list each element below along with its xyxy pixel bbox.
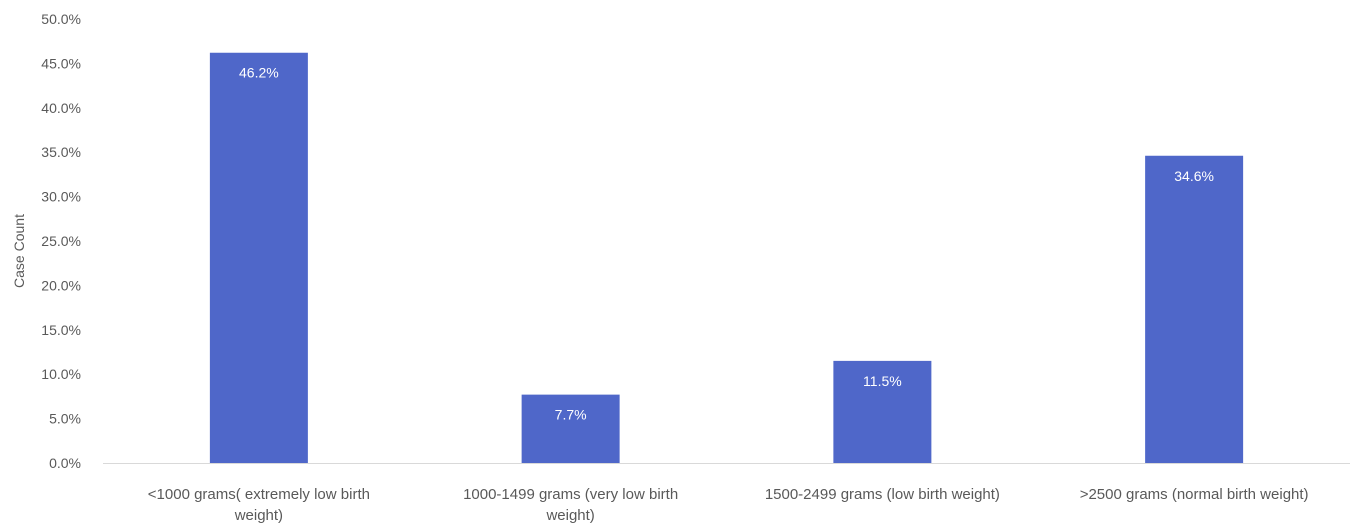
bar <box>209 52 308 464</box>
y-axis-ticks: 0.0% 5.0% 10.0% 15.0% 20.0% 25.0% 30.0% 35.0% 40… <box>41 11 81 471</box>
y-tick-label: 50.0% <box>41 11 81 27</box>
y-tick-label: 45.0% <box>41 55 81 71</box>
bar <box>1145 155 1244 463</box>
x-category-label: <1000 grams( extremely low birth weight) <box>148 486 370 524</box>
category-labels: <1000 grams( extremely low birth weight) 1… <box>148 486 1309 524</box>
y-tick-label: 15.0% <box>41 322 81 338</box>
x-category-label: 1000-1499 grams (very low birth weight) <box>463 486 678 524</box>
bars <box>209 52 1244 464</box>
x-category-label: >2500 grams (normal birth weight) <box>1080 486 1309 503</box>
y-tick-label: 35.0% <box>41 144 81 160</box>
bar <box>521 394 620 463</box>
x-category-label: 1500-2499 grams (low birth weight) <box>765 486 1000 503</box>
y-tick-label: 5.0% <box>49 411 81 427</box>
y-tick-label: 20.0% <box>41 277 81 293</box>
y-tick-label: 25.0% <box>41 233 81 249</box>
data-labels: 46.2% 7.7% 11.5% 34.6% <box>239 65 1214 423</box>
data-label: 46.2% <box>239 65 279 81</box>
data-label: 11.5% <box>863 373 902 389</box>
data-label: 7.7% <box>555 407 587 423</box>
y-tick-label: 10.0% <box>41 366 81 382</box>
y-axis-title: Case Count <box>11 214 27 288</box>
y-tick-label: 30.0% <box>41 189 81 205</box>
data-label: 34.6% <box>1174 168 1214 184</box>
y-tick-label: 0.0% <box>49 455 81 471</box>
bar <box>833 360 932 463</box>
y-tick-label: 40.0% <box>41 100 81 116</box>
